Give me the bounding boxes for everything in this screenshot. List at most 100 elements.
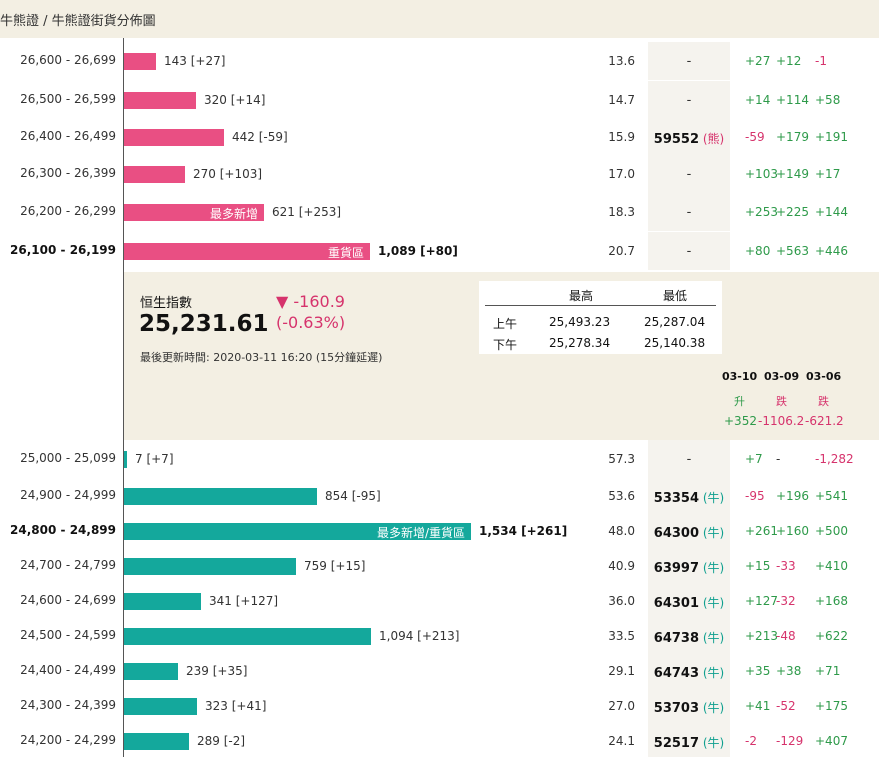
change-value: -59	[745, 130, 765, 144]
code-number[interactable]: 64300	[653, 526, 700, 541]
code-type: (牛)	[699, 736, 725, 750]
daily-change: -1106.2	[758, 414, 805, 428]
daily-change: -621.2	[805, 414, 844, 428]
distance-value: 33.5	[608, 629, 635, 643]
change-value: -48	[776, 629, 796, 643]
bear-row[interactable]: 26,100 - 26,199 重貨區 1,089 [+80] 20.7 - +80 +56…	[0, 232, 879, 270]
bull-row[interactable]: 24,200 - 24,299 289 [-2] 24.1 52517 (牛) -2 -1…	[0, 722, 879, 757]
index-change-percent: (-0.63%)	[276, 313, 346, 332]
warrant-code[interactable]: 53703 (牛)	[648, 699, 730, 716]
pm-high: 25,278.34	[549, 336, 611, 350]
code-number[interactable]: 53354	[653, 491, 700, 506]
bull-volume-bar[interactable]	[124, 733, 189, 750]
bull-volume-bar[interactable]	[124, 698, 197, 715]
change-value: +196	[776, 489, 809, 503]
last-update-time: 最後更新時間: 2020-03-11 16:20 (15分鐘延遲)	[140, 351, 383, 364]
bear-volume-bar[interactable]	[124, 129, 224, 146]
change-value: +541	[815, 489, 848, 503]
daily-direction: 跌	[776, 395, 787, 408]
code-column-cell	[648, 477, 730, 515]
index-change: ▼ -160.9	[276, 292, 345, 311]
bear-volume-bar[interactable]	[124, 166, 185, 183]
code-number[interactable]: 63997	[653, 561, 700, 576]
bear-row[interactable]: 26,200 - 26,299 最多新增 621 [+253] 18.3 - +253 +2…	[0, 193, 879, 231]
code-empty: -	[686, 54, 692, 69]
code-type: (熊)	[699, 132, 725, 146]
bull-volume-bar[interactable]	[124, 628, 371, 645]
bear-row[interactable]: 26,400 - 26,499 442 [-59] 15.9 59552 (熊) -59…	[0, 118, 879, 156]
distance-value: 40.9	[608, 559, 635, 573]
bull-row[interactable]: 24,500 - 24,599 1,094 [+213] 33.5 64738 (牛)…	[0, 617, 879, 655]
change-value: +160	[776, 524, 809, 538]
price-range: 24,900 - 24,999	[20, 488, 116, 502]
warrant-code: -	[648, 452, 730, 467]
daily-date: 03-09	[764, 370, 800, 383]
volume-label: 759 [+15]	[304, 559, 366, 573]
code-column-cell	[648, 512, 730, 550]
code-column-cell	[648, 193, 730, 231]
price-range: 26,500 - 26,599	[20, 92, 116, 106]
bull-row[interactable]: 24,800 - 24,899 最多新增/重貨區 1,534 [+261] 48.0 6…	[0, 512, 879, 550]
volume-label: 341 [+127]	[209, 594, 279, 608]
bar-note: 最多新增	[209, 207, 258, 221]
warrant-code[interactable]: 53354 (牛)	[648, 489, 730, 506]
bull-volume-bar[interactable]: 最多新增/重貨區	[124, 523, 471, 540]
change-value: +175	[815, 699, 848, 713]
change-value: +149	[776, 167, 809, 181]
change-value: +622	[815, 629, 848, 643]
breadcrumb[interactable]: 牛熊證 / 牛熊證街貨分佈圖	[0, 14, 156, 29]
daily-date: 03-10	[722, 370, 758, 383]
bear-row[interactable]: 26,600 - 26,699 143 [+27] 13.6 - +27 +12 -1	[0, 42, 879, 80]
bear-volume-bar[interactable]: 重貨區	[124, 243, 370, 260]
bear-volume-bar[interactable]	[124, 53, 156, 70]
change-value: +103	[745, 167, 778, 181]
code-number[interactable]: 59552	[653, 132, 700, 147]
change-value: +213	[745, 629, 778, 643]
bull-volume-bar[interactable]	[124, 451, 127, 468]
warrant-code[interactable]: 64738 (牛)	[648, 629, 730, 646]
code-number[interactable]: 53703	[653, 701, 700, 716]
change-value: +410	[815, 559, 848, 573]
code-column-cell	[648, 81, 730, 119]
bear-row[interactable]: 26,300 - 26,399 270 [+103] 17.0 - +103 +149 +1…	[0, 155, 879, 193]
bull-row[interactable]: 24,300 - 24,399 323 [+41] 27.0 53703 (牛) +41…	[0, 687, 879, 725]
bear-volume-bar[interactable]: 最多新增	[124, 204, 264, 221]
warrant-code[interactable]: 64743 (牛)	[648, 664, 730, 681]
bull-volume-bar[interactable]	[124, 558, 296, 575]
warrant-code[interactable]: 64300 (牛)	[648, 524, 730, 541]
code-number[interactable]: 52517	[653, 736, 700, 751]
distance-value: 36.0	[608, 594, 635, 608]
warrant-code[interactable]: 52517 (牛)	[648, 734, 730, 751]
bull-volume-bar[interactable]	[124, 488, 317, 505]
distance-value: 53.6	[608, 489, 635, 503]
bull-row[interactable]: 24,400 - 24,499 239 [+35] 29.1 64743 (牛) +35…	[0, 652, 879, 690]
code-number[interactable]: 64301	[653, 596, 700, 611]
high-header: 最高	[569, 289, 594, 303]
distance-value: 15.9	[608, 130, 635, 144]
bear-volume-bar[interactable]	[124, 92, 196, 109]
bull-volume-bar[interactable]	[124, 593, 201, 610]
code-column-cell	[648, 440, 730, 478]
price-range: 24,700 - 24,799	[20, 558, 116, 572]
code-column-cell	[648, 547, 730, 585]
change-value: +225	[776, 205, 809, 219]
warrant-code[interactable]: 59552 (熊)	[648, 130, 730, 147]
code-number[interactable]: 64738	[653, 631, 700, 646]
price-range: 24,800 - 24,899	[10, 523, 116, 537]
change-value: -95	[745, 489, 765, 503]
code-empty: -	[686, 205, 692, 220]
daily-direction: 升	[734, 395, 745, 408]
price-range: 26,400 - 26,499	[20, 129, 116, 143]
bear-row[interactable]: 26,500 - 26,599 320 [+14] 14.7 - +14 +114 +58	[0, 81, 879, 119]
bull-volume-bar[interactable]	[124, 663, 178, 680]
bull-row[interactable]: 24,700 - 24,799 759 [+15] 40.9 63997 (牛) +15…	[0, 547, 879, 585]
code-number[interactable]: 64743	[653, 666, 700, 681]
bar-note: 重貨區	[327, 246, 364, 260]
change-value: -129	[776, 734, 804, 748]
bull-row[interactable]: 25,000 - 25,099 7 [+7] 57.3- +7- -1,282	[0, 440, 879, 478]
bull-row[interactable]: 24,600 - 24,699 341 [+127] 36.0 64301 (牛) +1…	[0, 582, 879, 620]
warrant-code[interactable]: 64301 (牛)	[648, 594, 730, 611]
bull-row[interactable]: 24,900 - 24,999 854 [-95] 53.6 53354 (牛) -95…	[0, 477, 879, 515]
volume-label: 854 [-95]	[325, 489, 381, 503]
warrant-code[interactable]: 63997 (牛)	[648, 559, 730, 576]
